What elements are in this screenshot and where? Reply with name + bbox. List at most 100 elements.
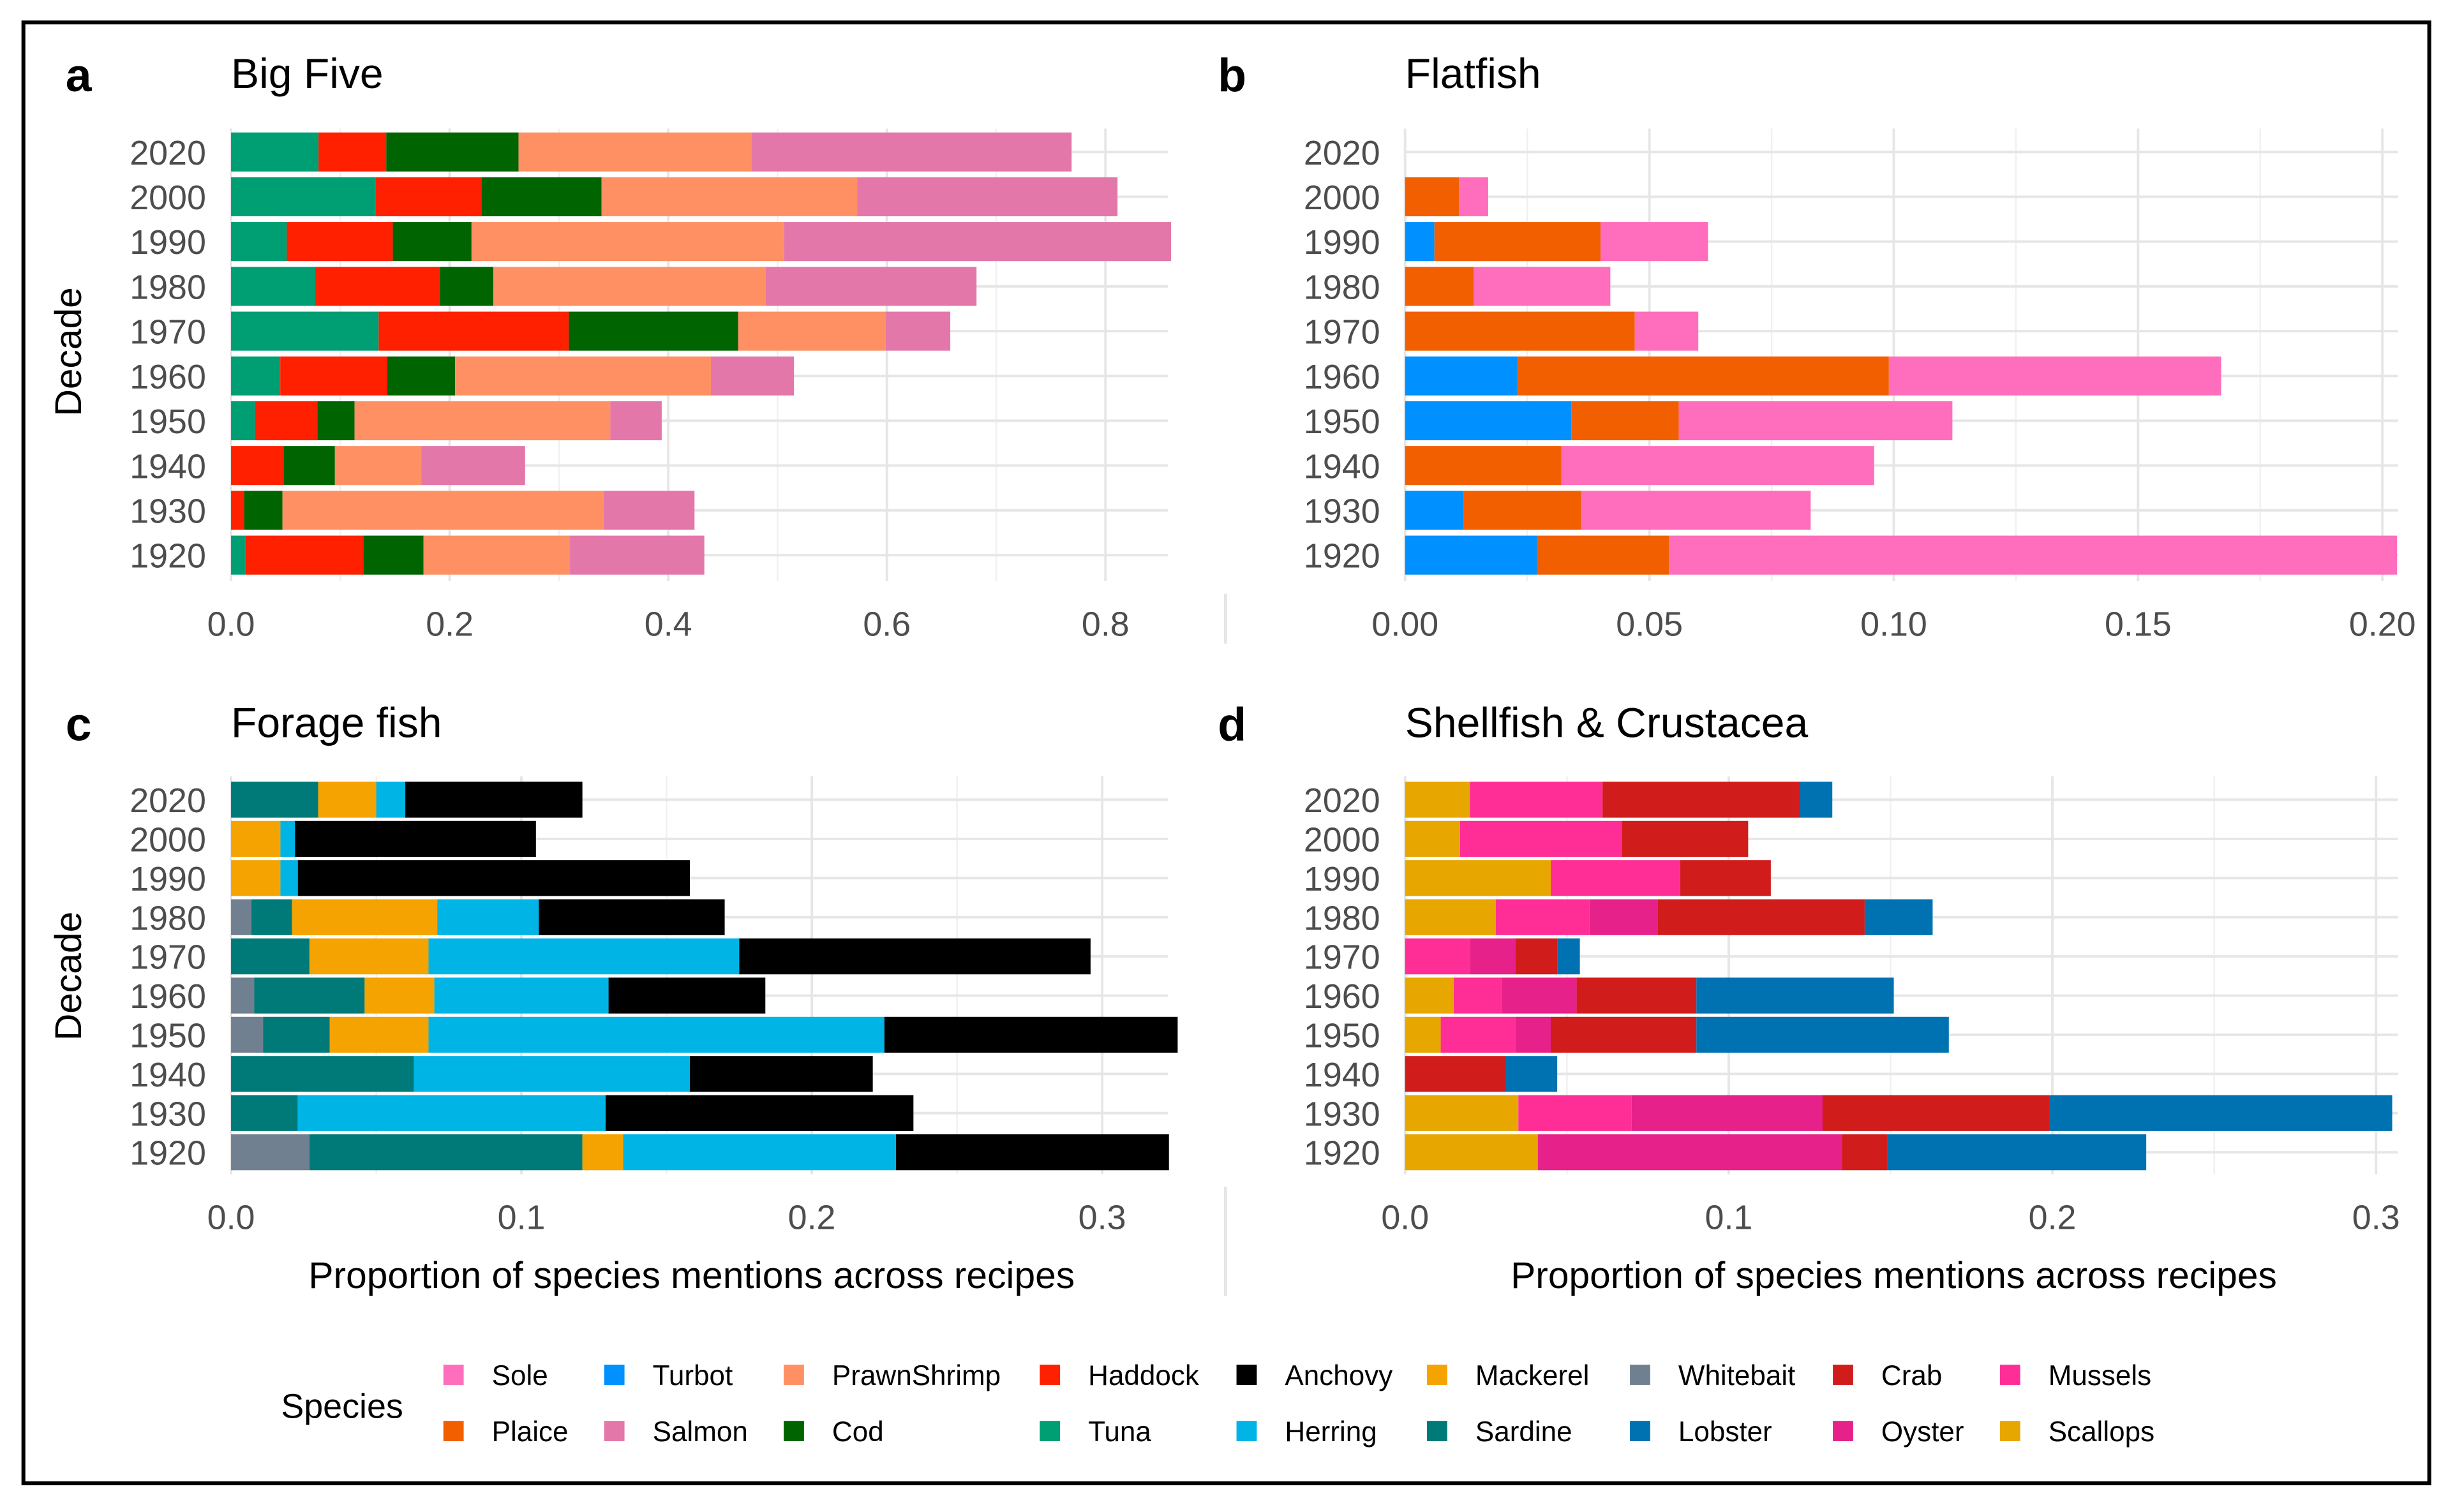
legend-item-haddock: Haddock	[1040, 1360, 1200, 1391]
bar-segment-prawnshrimp-1960	[455, 356, 711, 396]
panel-a: 0.0 0.2 0.4 0.6 0.8 2020 2000 1990 1980 1970 1960 1…	[48, 49, 1172, 644]
bar-segment-sardine-1930	[231, 1095, 298, 1131]
bar-segment-sole-1970	[1634, 311, 1699, 351]
bar-segment-crab-1960	[1576, 977, 1697, 1014]
bar-segment-sardine-2020	[231, 782, 318, 818]
legend-label: Haddock	[1088, 1360, 1200, 1391]
y-tick-label: 2020	[130, 782, 206, 820]
panel-c: 0.0 0.1 0.2 0.3 2020200019901980197019601950…	[48, 699, 1178, 1296]
y-tick-label: 1940	[130, 1056, 206, 1094]
bar-segment-scallops-1930	[1405, 1095, 1519, 1131]
y-tick-label: 1940	[1304, 447, 1380, 485]
x-tick-label: 0.8	[1082, 605, 1130, 644]
bar-segment-anchovy-1980	[539, 899, 725, 935]
legend-item-tuna: Tuna	[1040, 1416, 1151, 1448]
bar-segment-turbot-1960	[1405, 356, 1518, 396]
bar-segment-crab-1930	[1823, 1095, 2050, 1131]
y-tick-label: 1970	[130, 313, 206, 352]
bar-segment-plaice-1970	[1405, 311, 1635, 351]
bar-segment-oyster-1950	[1515, 1016, 1551, 1053]
bar-segment-cod-1960	[387, 356, 456, 396]
bar-segment-mussels-1950	[1440, 1016, 1516, 1053]
bar-segment-anchovy-2000	[295, 820, 536, 857]
bar-segment-scallops-2000	[1405, 820, 1461, 857]
bar-segment-tuna-2000	[231, 177, 376, 217]
bar-segment-sardine-1980	[251, 899, 292, 935]
y-tick-label: 1950	[130, 1017, 206, 1055]
bar-segment-plaice-1990	[1434, 222, 1601, 262]
bar-segment-sole-1980	[1473, 267, 1611, 306]
bar-segment-cod-1950	[317, 401, 355, 441]
legend-item-lobster: Lobster	[1630, 1416, 1772, 1448]
bar-segment-oyster-1920	[1537, 1134, 1842, 1171]
bar-segment-cod-1970	[569, 311, 738, 351]
legend-label: Oyster	[1881, 1416, 1964, 1448]
panel-label: c	[66, 699, 92, 751]
y-tick-label: 1970	[1304, 313, 1380, 352]
legend-key	[1630, 1421, 1650, 1441]
bar-segment-prawnshrimp-1970	[738, 311, 886, 351]
bar-segment-cod-2020	[386, 132, 519, 172]
bar-segment-sole-1950	[1678, 401, 1953, 441]
bar-segment-herring-1990	[280, 860, 298, 896]
bar-segment-anchovy-2020	[405, 782, 583, 818]
bar-segment-scallops-1990	[1405, 860, 1551, 896]
bar-segment-whitebait-1950	[231, 1016, 264, 1053]
bar-segment-tuna-2020	[231, 132, 319, 172]
y-tick-label: 2020	[1304, 134, 1380, 172]
legend-item-turbot: Turbot	[604, 1360, 733, 1391]
y-tick-label: 1990	[130, 860, 206, 898]
panel-d: 0.0 0.1 0.2 0.3 2020200019901980197019601950…	[1218, 699, 2399, 1297]
bar-segment-haddock-1930	[231, 491, 244, 530]
bar-segment-mackerel-1990	[231, 860, 281, 896]
bar-segment-lobster-1950	[1696, 1016, 1949, 1053]
bar-segment-herring-2000	[280, 820, 295, 857]
legend-label: Mussels	[2049, 1360, 2151, 1391]
bar-segment-turbot-1990	[1405, 222, 1435, 262]
bar-segment-mackerel-1970	[309, 938, 429, 975]
bar-segment-scallops-1960	[1405, 977, 1454, 1014]
legend-label: Turbot	[653, 1360, 733, 1391]
y-tick-label: 1950	[130, 403, 206, 441]
bar-segment-tuna-1990	[231, 222, 287, 262]
bar-segment-turbot-1930	[1405, 491, 1464, 530]
legend-label: Lobster	[1678, 1416, 1772, 1448]
y-axis-title: Decade	[48, 912, 89, 1041]
legend-label: Scallops	[2049, 1416, 2154, 1448]
x-tick-label: 0.15	[2105, 605, 2172, 644]
bar-segment-tuna-1950	[231, 401, 255, 441]
y-tick-label: 1970	[130, 938, 206, 977]
bar-segment-lobster-1930	[2049, 1095, 2392, 1131]
legend-key	[1236, 1365, 1257, 1385]
bar-segment-crab-1940	[1405, 1056, 1506, 1092]
bar-segment-whitebait-1960	[231, 977, 255, 1014]
y-tick-label: 2000	[1304, 179, 1380, 217]
legend-item-scallops: Scallops	[1999, 1416, 2154, 1448]
bar-segment-sole-1990	[1601, 222, 1708, 262]
bar-segment-haddock-2020	[318, 132, 387, 172]
bar-segment-sole-2000	[1459, 177, 1488, 217]
y-tick-label: 1920	[130, 537, 206, 575]
legend-label: Plaice	[492, 1416, 569, 1448]
bar-segment-lobster-1940	[1505, 1056, 1558, 1092]
legend-key	[604, 1365, 625, 1385]
bar-segment-mackerel-1950	[329, 1016, 429, 1053]
bar-segment-sole-1930	[1581, 491, 1811, 530]
y-tick-label: 1940	[1304, 1056, 1380, 1094]
bar-segment-tuna-1970	[231, 311, 379, 351]
legend-item-whitebait: Whitebait	[1630, 1360, 1795, 1391]
bar-segment-crab-2000	[1622, 820, 1749, 857]
bar-segment-lobster-1960	[1696, 977, 1894, 1014]
bar-segment-haddock-1970	[378, 311, 569, 351]
y-tick-label: 1970	[1304, 938, 1380, 977]
legend-key	[443, 1365, 464, 1385]
bar-segment-herring-1940	[414, 1056, 690, 1092]
bar-segment-herring-1970	[428, 938, 740, 975]
bar-segment-prawnshrimp-1920	[423, 535, 571, 575]
bar-segment-herring-1930	[297, 1095, 606, 1131]
bar-segment-sardine-1920	[309, 1134, 583, 1171]
panel-title: Shellfish & Crustacea	[1405, 699, 1809, 746]
bar-segment-salmon-1990	[784, 222, 1172, 262]
bar-segment-anchovy-1940	[689, 1056, 873, 1092]
y-tick-label: 2000	[130, 820, 206, 859]
